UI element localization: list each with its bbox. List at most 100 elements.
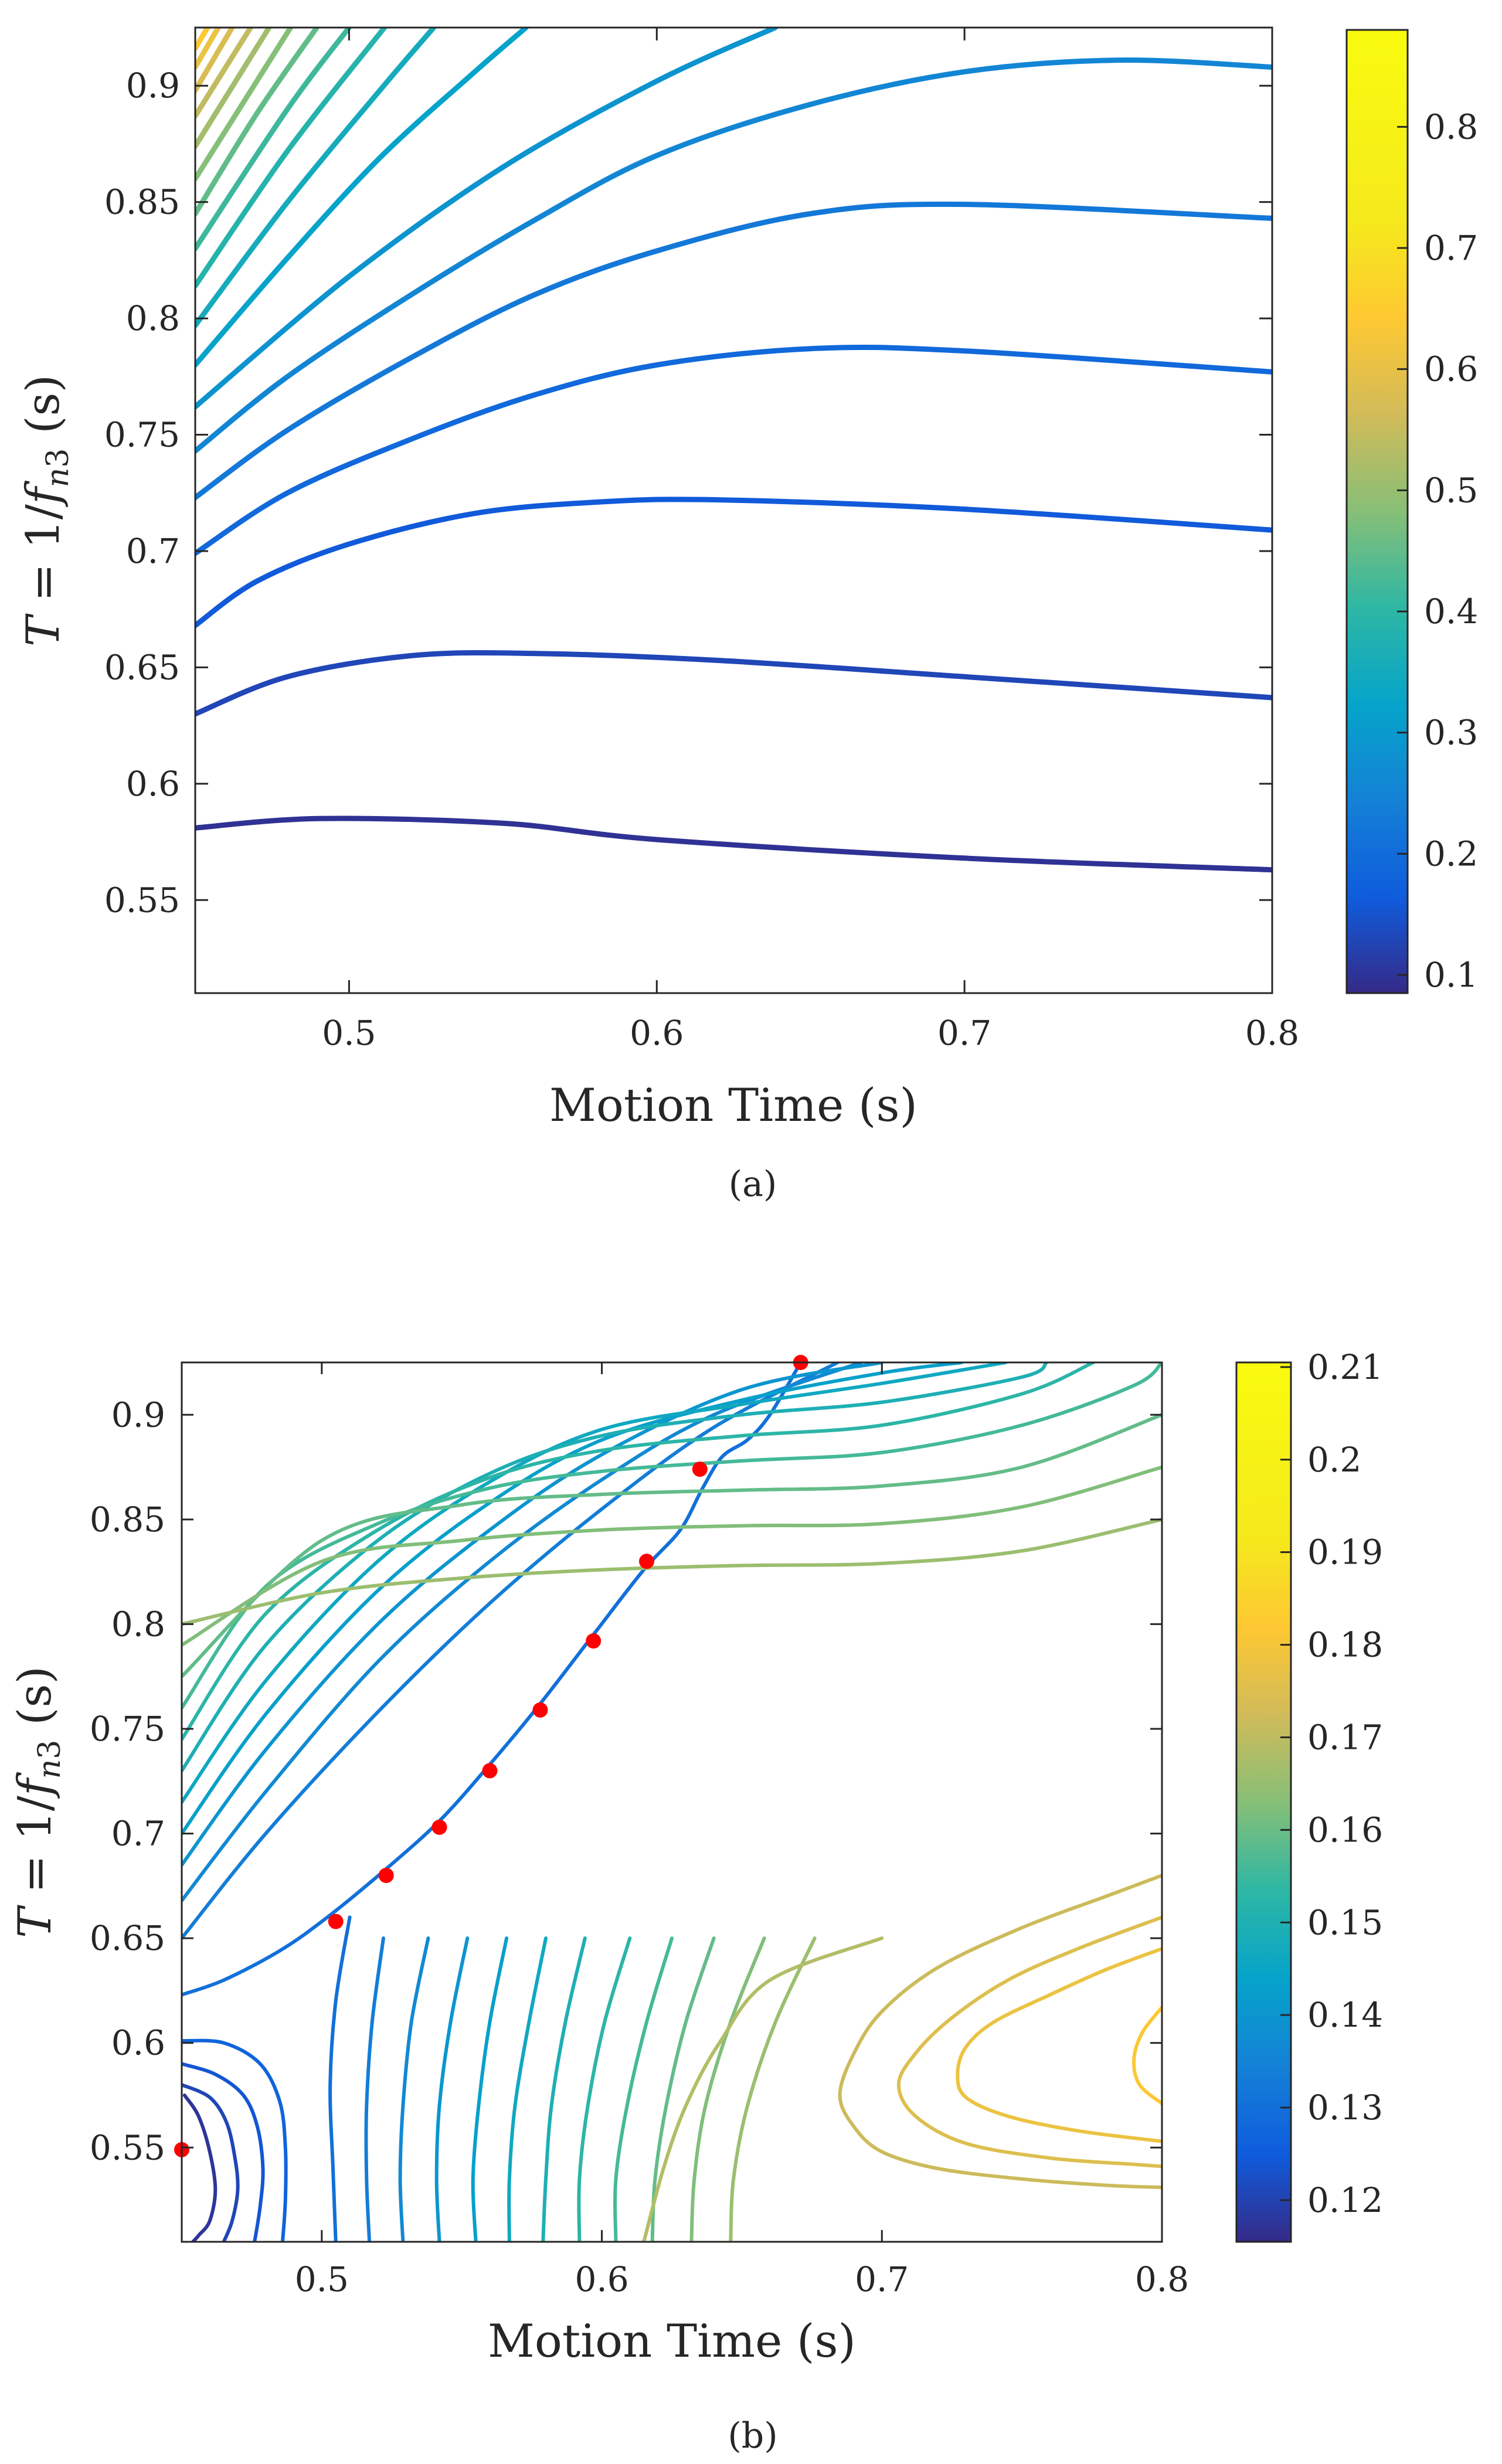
panel-b-colorbar xyxy=(1235,1361,1292,2243)
panel-b-chart: 0.5 0.6 0.7 0.8 0.550.60.650.70.750.80.850.… xyxy=(9,1347,1383,2456)
panel-b-optimal-point-5 xyxy=(532,1702,548,1718)
panel-b-contours xyxy=(182,1362,1162,2242)
panel-a-colorbar-tick-label-6: 0.7 xyxy=(1424,228,1478,268)
panel-b-contour-line-10 xyxy=(182,1362,884,1867)
panel-b-optimal-point-6 xyxy=(586,1633,602,1649)
panel-b-colorbar-ticks: 0.12 0.13 0.14 0.15 0.16 0.17 0.18 0.19 0.2 0.21 xyxy=(1280,1347,1383,2220)
panel-a-y-tick-label-5: 0.8 xyxy=(126,298,180,338)
panel-b-contour-line-28 xyxy=(642,1936,884,2242)
panel-a-colorbar-tick-label-0: 0.1 xyxy=(1424,955,1478,995)
panel-a-chart: 0.5 0.6 0.7 0.8 0.550.60.650.70.750.80.850.… xyxy=(17,26,1478,1205)
panel-b-colorbar-tick-label-0: 0.12 xyxy=(1307,2180,1383,2220)
panel-a-x-tick-label-3: 0.8 xyxy=(1245,1013,1299,1053)
panel-b-contour-line-12 xyxy=(182,1362,964,1836)
caption-b: (b) xyxy=(728,2415,777,2456)
panel-b-x-tick-label-2: 0.7 xyxy=(855,2259,909,2299)
panel-b-contour-line-21 xyxy=(613,1936,674,2242)
panel-b-plot-area xyxy=(182,1362,1162,2242)
panel-a-contour-line-16 xyxy=(195,28,221,70)
panel-b-optimal-point-4 xyxy=(482,1763,498,1779)
panel-a-x-ticks: 0.5 0.6 0.7 0.8 xyxy=(322,28,1299,1053)
panel-b-contour-line-29 xyxy=(838,1874,1162,2190)
panel-b-y-tick-label-2: 0.65 xyxy=(90,1918,165,1958)
panel-a-x-tick-label-1: 0.6 xyxy=(630,1013,684,1053)
panel-b-contour-line-1 xyxy=(182,2083,240,2242)
panel-b-contour-line-8 xyxy=(182,1362,863,1902)
panel-b-contour-line-31 xyxy=(956,1947,1162,2143)
panel-a-axes-box xyxy=(194,26,1273,994)
panel-b-x-tick-label-1: 0.6 xyxy=(575,2259,628,2299)
panel-a-colorbar-tick-label-3: 0.4 xyxy=(1424,592,1478,631)
panel-b-y-axis-label: T = 1/fn3 (s) xyxy=(9,1666,67,1938)
panel-b-x-ticks: 0.5 0.6 0.7 0.8 xyxy=(295,1362,1189,2299)
panel-b-contour-line-5 xyxy=(328,1915,352,2242)
panel-b-contour-line-4 xyxy=(182,1362,803,1997)
panel-a-colorbar-ticks: 0.1 0.2 0.3 0.4 0.5 0.6 0.7 0.8 xyxy=(1397,107,1478,995)
panel-a-y-tick-label-6: 0.85 xyxy=(104,182,180,222)
panel-a-contour-line-13 xyxy=(195,28,272,149)
panel-a-colorbar-tick-label-1: 0.2 xyxy=(1424,834,1478,874)
panel-b-contour-line-7 xyxy=(364,1936,385,2242)
panel-a-y-tick-label-3: 0.7 xyxy=(126,531,180,571)
panel-a-contour-line-14 xyxy=(195,28,253,119)
panel-b-contour-line-18 xyxy=(182,1362,1095,1741)
panel-a-contour-line-8 xyxy=(195,28,437,328)
panel-b-contour-line-30 xyxy=(896,1915,1162,2169)
caption-a: (a) xyxy=(729,1164,777,1205)
panel-b-x-axis-label: Motion Time (s) xyxy=(488,2315,856,2368)
panel-a-colorbar-tick-label-7: 0.8 xyxy=(1424,107,1478,147)
panel-b-colorbar-tick-label-8: 0.2 xyxy=(1307,1440,1361,1480)
panel-b-optimal-point-8 xyxy=(692,1462,708,1477)
panel-a-x-tick-label-2: 0.7 xyxy=(937,1013,991,1053)
panel-b-contour-line-22 xyxy=(182,1413,1162,1678)
panel-a-y-tick-label-2: 0.65 xyxy=(104,647,180,687)
panel-b-contour-line-9 xyxy=(398,1936,430,2242)
panel-b-y-ticks: 0.55 0.6 0.65 0.7 0.75 0.8 0.85 0.9 xyxy=(90,1395,1162,2167)
panel-a-x-tick-label-0: 0.5 xyxy=(322,1013,376,1053)
panel-a-contour-line-1 xyxy=(195,650,1272,717)
panel-a-contour-line-6 xyxy=(195,28,778,410)
panel-b-contour-line-13 xyxy=(471,1936,509,2242)
panel-b-contour-line-24 xyxy=(182,1465,1162,1647)
panel-b-contour-line-26 xyxy=(182,1517,1162,1626)
panel-a-y-tick-label-1: 0.6 xyxy=(126,764,180,804)
panel-b-y-tick-label-5: 0.8 xyxy=(111,1604,165,1644)
panel-a-y-tick-label-4: 0.75 xyxy=(104,415,180,455)
panel-b-contour-line-3 xyxy=(182,2038,288,2242)
panel-b-optimal-point-7 xyxy=(639,1554,655,1569)
panel-a-colorbar xyxy=(1345,29,1409,994)
panel-a-colorbar-tick-label-4: 0.5 xyxy=(1424,470,1478,510)
panel-a-contour-line-0 xyxy=(195,815,1272,873)
panel-a-contour-line-10 xyxy=(195,28,352,252)
panel-b-colorbar-tick-label-6: 0.18 xyxy=(1307,1625,1383,1665)
panel-a-contour-line-3 xyxy=(195,344,1272,556)
panel-b-optimal-point-2 xyxy=(378,1868,394,1883)
panel-a-colorbar-tick-label-2: 0.3 xyxy=(1424,713,1478,753)
panel-b-y-tick-label-0: 0.55 xyxy=(90,2127,165,2167)
panel-b-colorbar-tick-label-5: 0.17 xyxy=(1307,1717,1383,1757)
panel-b-optimal-point-3 xyxy=(431,1819,447,1835)
panel-a-contour-line-11 xyxy=(195,28,320,216)
panel-b-contour-line-2 xyxy=(182,2062,265,2242)
panel-b-colorbar-tick-label-2: 0.14 xyxy=(1307,1995,1383,2035)
panel-b-contour-line-32 xyxy=(1132,2006,1162,2106)
panel-b-contour-line-19 xyxy=(577,1936,632,2242)
panel-a-plot-area xyxy=(195,28,1272,993)
panel-b-optimal-point-1 xyxy=(328,1914,344,1929)
panel-b-y-tick-label-6: 0.85 xyxy=(90,1500,165,1539)
panel-b-contour-line-23 xyxy=(650,1936,716,2242)
panel-b-contour-line-25 xyxy=(689,1936,766,2242)
panel-b-x-tick-label-3: 0.8 xyxy=(1135,2259,1189,2299)
panel-a-y-ticks: 0.55 0.6 0.65 0.7 0.75 0.8 0.85 0.9 xyxy=(104,66,1272,920)
panel-b-y-tick-label-1: 0.6 xyxy=(111,2023,165,2063)
panel-a-contour-line-7 xyxy=(195,28,529,368)
panel-b-colorbar-tick-label-4: 0.16 xyxy=(1307,1810,1383,1850)
panel-b-y-tick-label-3: 0.7 xyxy=(111,1814,165,1854)
panel-a-contour-line-4 xyxy=(195,201,1272,501)
panel-b-colorbar-tick-label-9: 0.21 xyxy=(1307,1347,1383,1387)
panel-b-y-tick-label-4: 0.75 xyxy=(90,1709,165,1749)
panel-b-colorbar-tick-label-3: 0.15 xyxy=(1307,1902,1383,1942)
panel-a-y-tick-label-7: 0.9 xyxy=(126,66,180,106)
panel-b-contour-line-17 xyxy=(541,1936,587,2242)
